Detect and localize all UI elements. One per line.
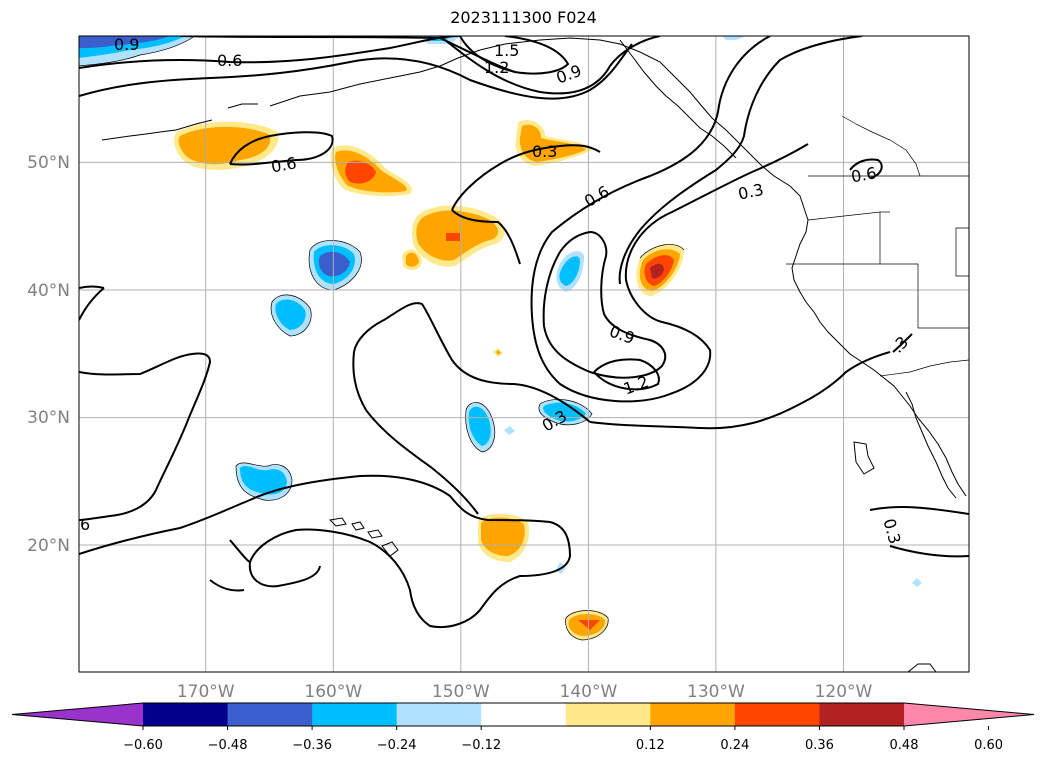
colorbar-tick-label: 0.60: [974, 738, 1003, 753]
map-title: 2023111300 F024: [450, 8, 597, 27]
colorbar-extend-low: [12, 703, 143, 726]
colorbar: −0.60 −0.48 −0.36 −0.24 −0.12 0.12 0.24 0.36 0.4…: [11, 702, 1035, 753]
lat-label-50n: 50°N: [27, 153, 70, 173]
colorbar-tick-label: −0.60: [123, 738, 163, 753]
contour-label: 1.2: [484, 58, 509, 77]
lat-label-30n: 30°N: [27, 408, 70, 428]
map-frame: [78, 35, 970, 673]
contour-label: 0.6: [850, 163, 878, 186]
lon-label-170w: 170°W: [177, 682, 235, 702]
contour-label: 0.6: [270, 153, 298, 176]
colorbar-tick-label: −0.24: [377, 738, 417, 753]
shaded-field-outlines: [79, 36, 685, 641]
colorbar-tick-label: 0.36: [805, 738, 834, 753]
contour-label: 0.9: [114, 35, 139, 54]
colorbar-tick-label: −0.48: [208, 738, 248, 753]
colorbar-swatch: [565, 703, 651, 726]
contour-label: 0.3: [532, 142, 557, 161]
contour-label: 1.5: [494, 41, 519, 60]
colorbar-swatch: [734, 703, 820, 726]
colorbar-swatch: [227, 703, 313, 726]
colorbar-swatch: [396, 703, 482, 726]
colorbar-swatch: [312, 703, 398, 726]
lat-label-20n: 20°N: [27, 536, 70, 556]
lat-label-40n: 40°N: [27, 281, 70, 301]
colorbar-tick-label: −0.36: [292, 738, 332, 753]
lon-label-130w: 130°W: [687, 682, 745, 702]
graticule: [79, 36, 969, 672]
colorbar-tick-label: 0.12: [636, 738, 665, 753]
colorbar-swatch: [143, 703, 229, 726]
contour-label: 0.3: [736, 180, 765, 204]
colorbar-swatch: [819, 703, 905, 726]
contour-label: 0.6: [217, 51, 242, 70]
shaded-field-positive: [174, 119, 684, 640]
lat-axis-labels: 50°N 40°N 30°N 20°N: [27, 153, 70, 556]
contour-label: 6: [80, 515, 90, 534]
political-borders: [786, 115, 969, 377]
shaded-field-negative: [79, 36, 922, 587]
colorbar-extend-high: [904, 703, 1034, 726]
colorbar-tick-label: 0.48: [890, 738, 919, 753]
lon-label-120w: 120°W: [815, 682, 873, 702]
colorbar-tick-label: 0.24: [720, 738, 749, 753]
lon-label-140w: 140°W: [560, 682, 618, 702]
coastlines: [101, 37, 967, 672]
lon-axis-labels: 170°W 160°W 150°W 140°W 130°W 120°W: [177, 682, 873, 702]
colorbar-tick-label: −0.12: [461, 738, 501, 753]
contour-lines: [79, 36, 969, 628]
lon-label-160w: 160°W: [304, 682, 362, 702]
lon-label-150w: 150°W: [432, 682, 490, 702]
map-panel: 0.9 1.5 1.2 0.9 0.6 0.6 0.3 0.6 0.3 0.6 …: [79, 35, 969, 672]
colorbar-swatch: [481, 703, 567, 726]
colorbar-swatch: [650, 703, 736, 726]
